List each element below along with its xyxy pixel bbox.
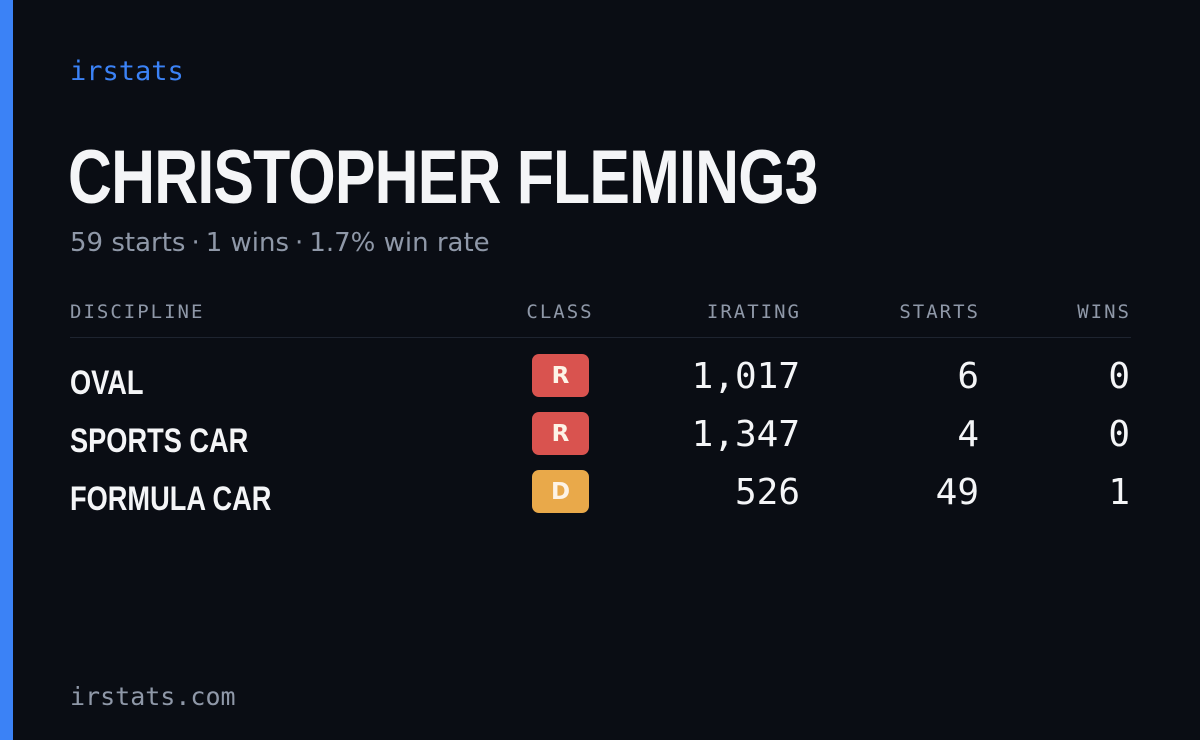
row-irating: 1,347 <box>691 414 800 455</box>
class-badge: R <box>532 354 589 397</box>
starts-summary: 59 starts <box>70 228 186 258</box>
table-body: OVAL R 1,017 6 0 SPORTS CAR R 1,347 4 0 … <box>70 338 1131 528</box>
table-row: OVAL R 1,017 6 0 <box>70 354 1131 412</box>
header-class: CLASS <box>526 301 594 323</box>
header-starts: STARTS <box>899 301 980 323</box>
row-discipline: SPORTS CAR <box>70 422 249 460</box>
table-header: DISCIPLINE CLASS IRATING STARTS WINS <box>70 298 1131 338</box>
row-starts: 4 <box>957 414 979 455</box>
header-discipline: DISCIPLINE <box>70 301 205 323</box>
header-wins: WINS <box>1077 301 1131 323</box>
row-discipline: FORMULA CAR <box>70 480 272 518</box>
row-irating: 526 <box>734 472 800 513</box>
class-badge: R <box>532 412 589 455</box>
footer-domain: irstats.com <box>70 682 236 711</box>
header-irating: IRATING <box>706 301 801 323</box>
brand-logo: irstats <box>70 56 184 87</box>
row-wins: 0 <box>1108 356 1130 397</box>
separator: · <box>191 228 200 258</box>
win-rate-summary: 1.7% win rate <box>309 228 490 258</box>
class-badge: D <box>532 470 589 513</box>
wins-summary: 1 wins <box>205 228 290 258</box>
driver-summary: 59 starts · 1 wins · 1.7% win rate <box>70 228 490 258</box>
accent-bar <box>0 0 13 740</box>
row-starts: 49 <box>935 472 979 513</box>
row-starts: 6 <box>957 356 979 397</box>
row-discipline: OVAL <box>70 364 144 402</box>
driver-name: CHRISTOPHER FLEMING3 <box>68 135 819 220</box>
table-row: SPORTS CAR R 1,347 4 0 <box>70 412 1131 470</box>
stats-table: DISCIPLINE CLASS IRATING STARTS WINS OVA… <box>70 298 1131 528</box>
row-wins: 1 <box>1108 472 1130 513</box>
row-wins: 0 <box>1108 414 1130 455</box>
row-irating: 1,017 <box>691 356 800 397</box>
separator: · <box>295 228 304 258</box>
table-row: FORMULA CAR D 526 49 1 <box>70 470 1131 528</box>
